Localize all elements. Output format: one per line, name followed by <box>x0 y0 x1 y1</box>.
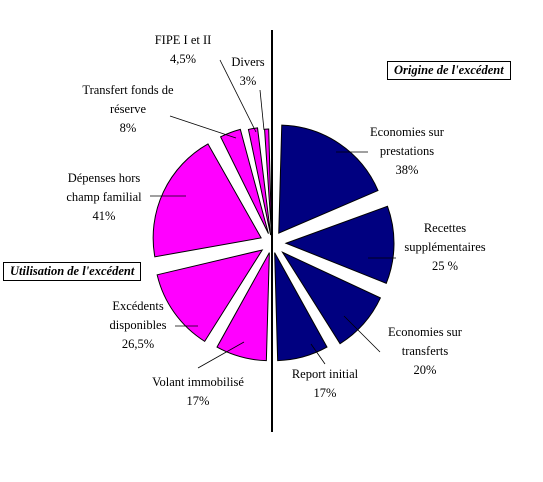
pie-slice-origine-0 <box>278 124 379 234</box>
pie-slice-utilisation-3 <box>219 128 269 234</box>
slice-label: Divers 3% <box>231 55 264 88</box>
pie-slice-utilisation-2 <box>152 143 262 258</box>
leader-line <box>169 115 237 139</box>
slice-label: Transfert fonds de réserve 8% <box>82 83 174 135</box>
pie-slice-origine-2 <box>281 251 382 345</box>
slice-label: Report initial 17% <box>292 367 359 400</box>
leader-line <box>219 59 257 133</box>
slice-label: FIPE I et II 4,5% <box>155 33 212 66</box>
leader-line <box>259 89 265 131</box>
pie-slice-utilisation-4 <box>247 127 272 236</box>
pie-slice-utilisation-5 <box>264 128 273 238</box>
pie-slice-utilisation-0 <box>216 252 270 362</box>
slice-label: Economies sur prestations 38% <box>370 125 445 177</box>
legend-origine: Origine de l'excédent <box>387 61 511 80</box>
pie-slice-origine-3 <box>274 252 328 362</box>
slice-label: Recettes supplémentaires 25 % <box>404 221 485 273</box>
pie-slice-origine-1 <box>284 205 395 284</box>
leader-line <box>343 315 381 353</box>
slice-label: Volant immobilisé 17% <box>152 375 244 408</box>
leader-line <box>197 341 245 369</box>
pie-slice-utilisation-1 <box>156 249 264 343</box>
slice-label: Dépenses hors champ familial 41% <box>66 171 142 223</box>
leader-line <box>310 343 326 365</box>
legend-utilisation: Utilisation de l'excédent <box>3 262 142 281</box>
slice-label: Economies sur transferts 20% <box>388 325 463 377</box>
slice-label: Excédents disponibles 26,5% <box>110 299 167 351</box>
